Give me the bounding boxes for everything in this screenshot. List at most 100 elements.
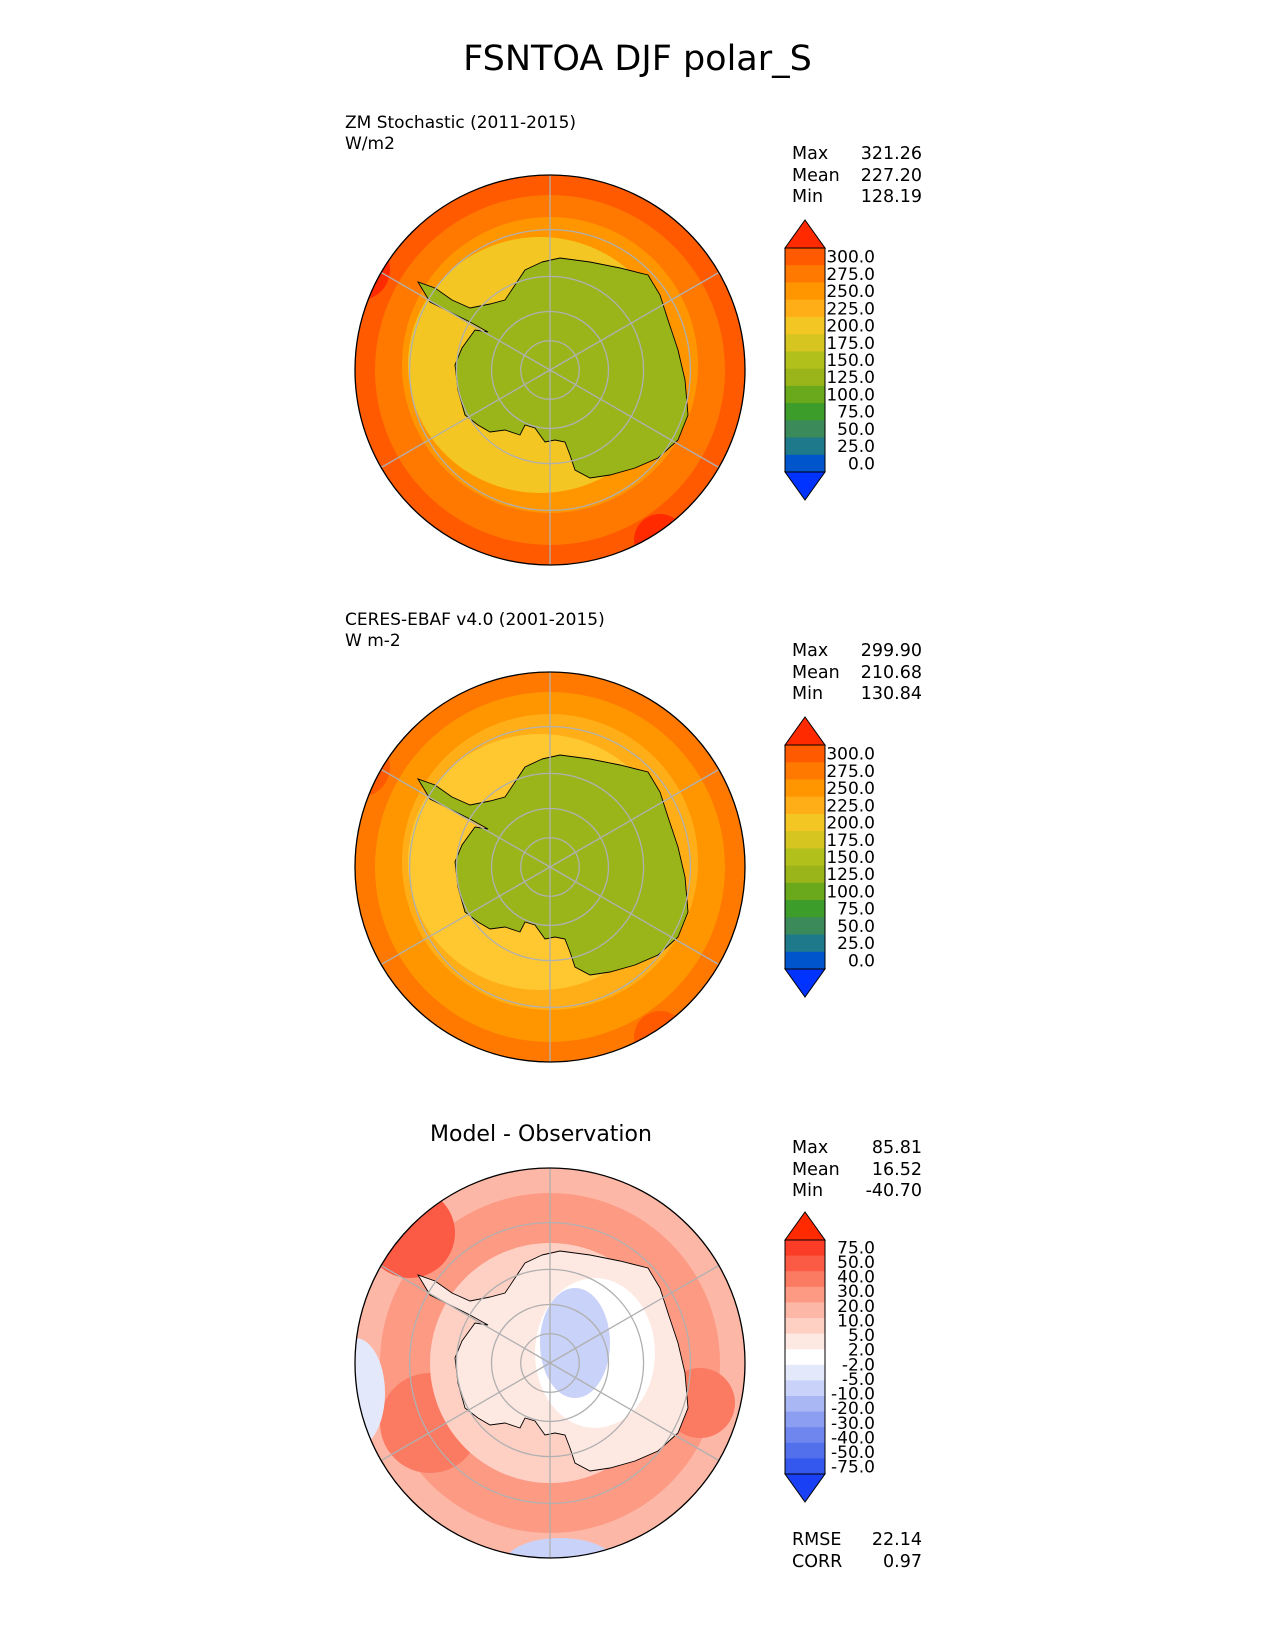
colorbar-frame bbox=[784, 247, 826, 473]
colorbar-tick-label: 20.0 bbox=[837, 1297, 875, 1317]
colorbar-tick-label: 225.0 bbox=[826, 299, 875, 319]
field-negative-edge bbox=[505, 1538, 615, 1558]
colorbar-tick-label: 100.0 bbox=[826, 882, 875, 902]
colorbar-tick-label: 175.0 bbox=[826, 334, 875, 354]
colorbar-band bbox=[785, 762, 825, 780]
colorbar-band bbox=[785, 796, 825, 815]
colorbar-band bbox=[785, 420, 825, 439]
colorbar-band bbox=[785, 1442, 825, 1459]
longitude-gridline bbox=[549, 1362, 720, 1462]
colorbar-tick-label: 25.0 bbox=[837, 934, 875, 954]
panel-2-stat-max: Max 299.90 bbox=[792, 641, 922, 661]
longitude-gridline bbox=[549, 1264, 720, 1364]
panel-2-colorbar: 300.0275.0250.0225.0200.0175.0150.0125.0… bbox=[784, 716, 875, 998]
colorbar-tick-label: -40.0 bbox=[831, 1428, 875, 1448]
colorbar-tick-label: -10.0 bbox=[831, 1385, 875, 1405]
colorbar-band bbox=[785, 265, 825, 283]
panel-3-polar-map bbox=[354, 1167, 746, 1559]
colorbar-tick-label: -30.0 bbox=[831, 1414, 875, 1434]
colorbar-extend-bottom bbox=[784, 968, 826, 998]
panel-2-stat-mean: Mean 210.68 bbox=[792, 662, 922, 683]
colorbar-band bbox=[785, 1240, 825, 1257]
panel-3-title: Model - Observation bbox=[430, 1122, 652, 1147]
colorbar-tick-label: 50.0 bbox=[837, 917, 875, 937]
panel-3-stat-corr: CORR 0.97 bbox=[792, 1551, 922, 1572]
colorbar-band bbox=[785, 1380, 825, 1397]
colorbar-extend-bottom bbox=[784, 471, 826, 501]
colorbar-band bbox=[785, 1318, 825, 1335]
colorbar-tick-label: 300.0 bbox=[826, 745, 875, 765]
figure-title: FSNTOA DJF polar_S bbox=[463, 39, 812, 79]
field-negative-bias bbox=[540, 1288, 610, 1398]
longitude-gridline bbox=[380, 369, 551, 469]
colorbar-tick-label: -20.0 bbox=[831, 1399, 875, 1419]
colorbar-tick-label: -75.0 bbox=[831, 1458, 875, 1478]
colorbar-tick-label: 50.0 bbox=[837, 420, 875, 440]
colorbar-tick-label: 125.0 bbox=[826, 865, 875, 885]
colorbar-tick-label: 75.0 bbox=[837, 900, 875, 920]
colorbar-band bbox=[785, 865, 825, 884]
colorbar-band bbox=[785, 368, 825, 387]
longitude-gridline bbox=[380, 768, 551, 868]
colorbar-tick-label: 200.0 bbox=[826, 814, 875, 834]
map-border bbox=[354, 1167, 746, 1559]
colorbar-band bbox=[785, 1411, 825, 1428]
longitude-gridline bbox=[380, 271, 551, 371]
colorbar-band bbox=[785, 282, 825, 301]
longitude-gridline bbox=[549, 768, 720, 868]
panel-3-stat-rmse: RMSE 22.14 bbox=[792, 1530, 922, 1550]
panel-1-stat-min: Min 128.19 bbox=[792, 187, 922, 207]
colorbar-band bbox=[785, 1427, 825, 1444]
colorbar-tick-label: 100.0 bbox=[826, 385, 875, 405]
colorbar-tick-label: 275.0 bbox=[826, 265, 875, 285]
colorbar-extend-top bbox=[784, 1211, 826, 1241]
colorbar-tick-label: 0.0 bbox=[848, 951, 875, 971]
panel-3-stat-max: Max 85.81 bbox=[792, 1138, 922, 1158]
colorbar-band bbox=[785, 745, 825, 763]
colorbar-band bbox=[785, 1458, 825, 1475]
colorbar-extend-top bbox=[784, 716, 826, 746]
field-negative-edge bbox=[355, 1338, 385, 1448]
colorbar-band bbox=[785, 813, 825, 832]
panel-2-polar-map bbox=[354, 671, 746, 1063]
colorbar-band bbox=[785, 351, 825, 370]
colorbar-extend-bottom bbox=[784, 1473, 826, 1503]
colorbar-tick-label: -5.0 bbox=[842, 1370, 875, 1390]
panel-1-title-line1: ZM Stochastic (2011-2015) bbox=[345, 113, 577, 133]
colorbar-tick-label: 275.0 bbox=[826, 762, 875, 782]
colorbar-tick-label: 250.0 bbox=[826, 779, 875, 799]
colorbar-tick-label: -2.0 bbox=[842, 1355, 875, 1375]
field-hot-spot bbox=[355, 240, 390, 300]
colorbar-band bbox=[785, 934, 825, 953]
colorbar-band bbox=[785, 437, 825, 456]
colorbar-frame bbox=[784, 1239, 826, 1475]
colorbar-band bbox=[785, 882, 825, 901]
colorbar-band bbox=[785, 385, 825, 404]
colorbar-band bbox=[785, 831, 825, 849]
colorbar-tick-label: 300.0 bbox=[826, 248, 875, 268]
panel-1-units: W/m2 bbox=[345, 134, 395, 154]
longitude-gridline bbox=[549, 866, 720, 966]
panel-2-stat-min: Min 130.84 bbox=[792, 684, 922, 704]
longitude-gridline bbox=[380, 866, 551, 966]
colorbar-tick-label: 75.0 bbox=[837, 1238, 875, 1258]
colorbar-band bbox=[785, 1396, 825, 1413]
colorbar-band bbox=[785, 299, 825, 318]
colorbar-tick-label: 5.0 bbox=[848, 1326, 875, 1346]
panel-2-title-line1: CERES-EBAF v4.0 (2001-2015) bbox=[345, 610, 605, 630]
colorbar-band bbox=[785, 1286, 825, 1303]
colorbar-band bbox=[785, 248, 825, 266]
longitude-gridline bbox=[380, 1362, 551, 1462]
colorbar-tick-label: 200.0 bbox=[826, 317, 875, 337]
colorbar-tick-label: 175.0 bbox=[826, 831, 875, 851]
colorbar-tick-label: 0.0 bbox=[848, 454, 875, 474]
colorbar-tick-label: 75.0 bbox=[837, 403, 875, 423]
colorbar-band bbox=[785, 1333, 825, 1350]
map-field bbox=[355, 175, 745, 565]
colorbar-tick-label: 50.0 bbox=[837, 1253, 875, 1273]
panel-1-stat-mean: Mean 227.20 bbox=[792, 165, 922, 186]
colorbar-tick-label: -50.0 bbox=[831, 1443, 875, 1463]
colorbar-tick-label: 25.0 bbox=[837, 437, 875, 457]
map-border bbox=[354, 174, 746, 566]
colorbar-band bbox=[785, 1271, 825, 1288]
